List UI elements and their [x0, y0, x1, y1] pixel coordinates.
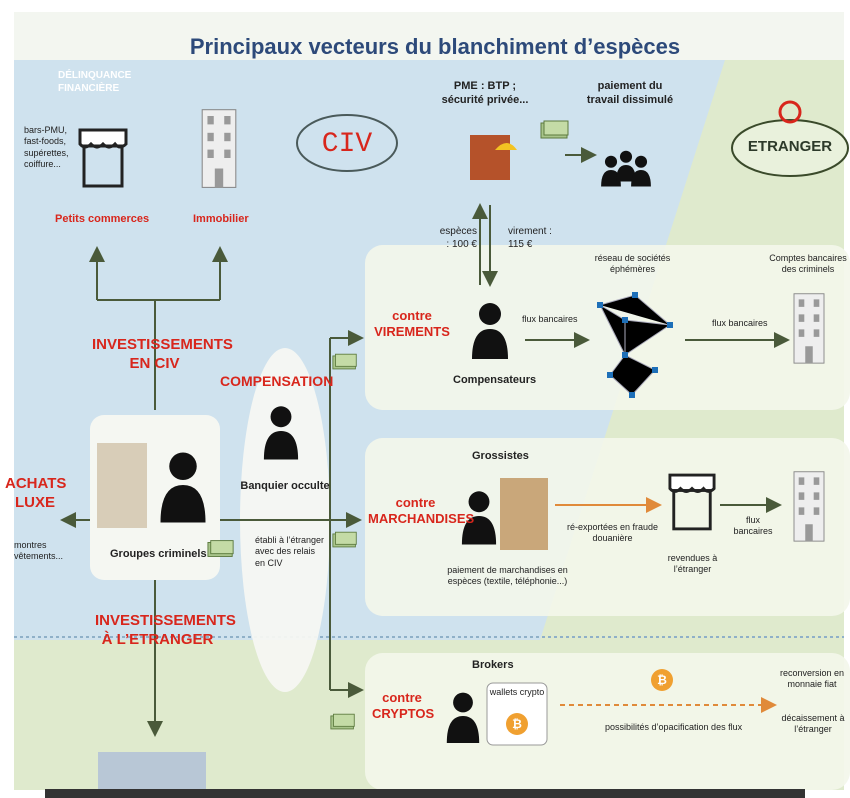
- cash-icon: [333, 532, 356, 547]
- diagram-graphics: ₿: [0, 0, 850, 798]
- label: ré-exportées en fraude douanière: [565, 522, 660, 545]
- label: INVESTISSEMENTS EN CIV: [92, 336, 217, 374]
- label: INVESTISSEMENTS À L’ETRANGER: [95, 612, 220, 650]
- label: possibilités d’opacification des flux: [605, 722, 742, 733]
- label: ACHATS LUXE: [5, 475, 65, 513]
- label: flux bancaires: [522, 314, 578, 325]
- label: espèces : 100 €: [437, 226, 477, 251]
- cash-bricks: [97, 443, 147, 528]
- label: Comptes bancaires des criminels: [768, 253, 848, 276]
- label: COMPENSATION: [220, 373, 333, 391]
- bitcoin-icon: [651, 669, 673, 691]
- page: {"header": {"title": "Principaux vecteur…: [0, 0, 850, 798]
- label: contre MARCHANDISES: [368, 495, 463, 528]
- logo: DÉLINQUANCE FINANCIÈRE: [58, 70, 148, 95]
- label: reconversion en monnaie fiat: [778, 668, 846, 691]
- label: Banquier occulte: [235, 480, 335, 494]
- label: flux bancaires: [733, 515, 773, 538]
- civ: CIV: [297, 127, 397, 162]
- label: bars-PMU, fast-foods, supérettes, coiffu…: [24, 125, 82, 170]
- label: PME : BTP ; sécurité privée...: [440, 80, 530, 108]
- label: virement : 115 €: [508, 226, 553, 251]
- label: contre VIREMENTS: [372, 308, 452, 341]
- cash-icon: [331, 714, 354, 729]
- label: contre CRYPTOS: [372, 690, 432, 723]
- label: Immobilier: [193, 213, 249, 227]
- building-icon: [202, 110, 236, 188]
- label: paiement du travail dissimulé: [585, 80, 675, 108]
- label: Petits commerces: [55, 213, 149, 227]
- boxes: [500, 478, 548, 550]
- cash-icon: [541, 121, 568, 138]
- label: revendues à l’étranger: [660, 553, 725, 576]
- cash-icon: [208, 541, 233, 557]
- bitcoin-icon: [506, 713, 528, 735]
- video-bar: [45, 789, 805, 798]
- cash-icon: [333, 354, 356, 369]
- title: Principaux vecteurs du blanchiment d’esp…: [150, 33, 720, 61]
- label: Grossistes: [472, 450, 529, 464]
- skyline: [98, 752, 206, 792]
- label: Brokers: [472, 659, 514, 673]
- bank-building: [794, 472, 824, 541]
- label: flux bancaires: [712, 318, 768, 329]
- label: montres vêtements...: [14, 540, 64, 563]
- label: décaissement à l’étranger: [780, 713, 846, 736]
- label: paiement de marchandises en espèces (tex…: [445, 565, 570, 588]
- bank-building: [794, 294, 824, 363]
- label: Compensateurs: [453, 374, 536, 388]
- label: wallets crypto: [489, 687, 545, 698]
- abroad: ETRANGER: [735, 138, 845, 157]
- label: Groupes criminels: [110, 548, 207, 562]
- label: établi à l’étranger avec des relais en C…: [255, 535, 327, 569]
- bricks-icon: [470, 135, 517, 180]
- label: réseau de sociétés éphémères: [585, 253, 680, 276]
